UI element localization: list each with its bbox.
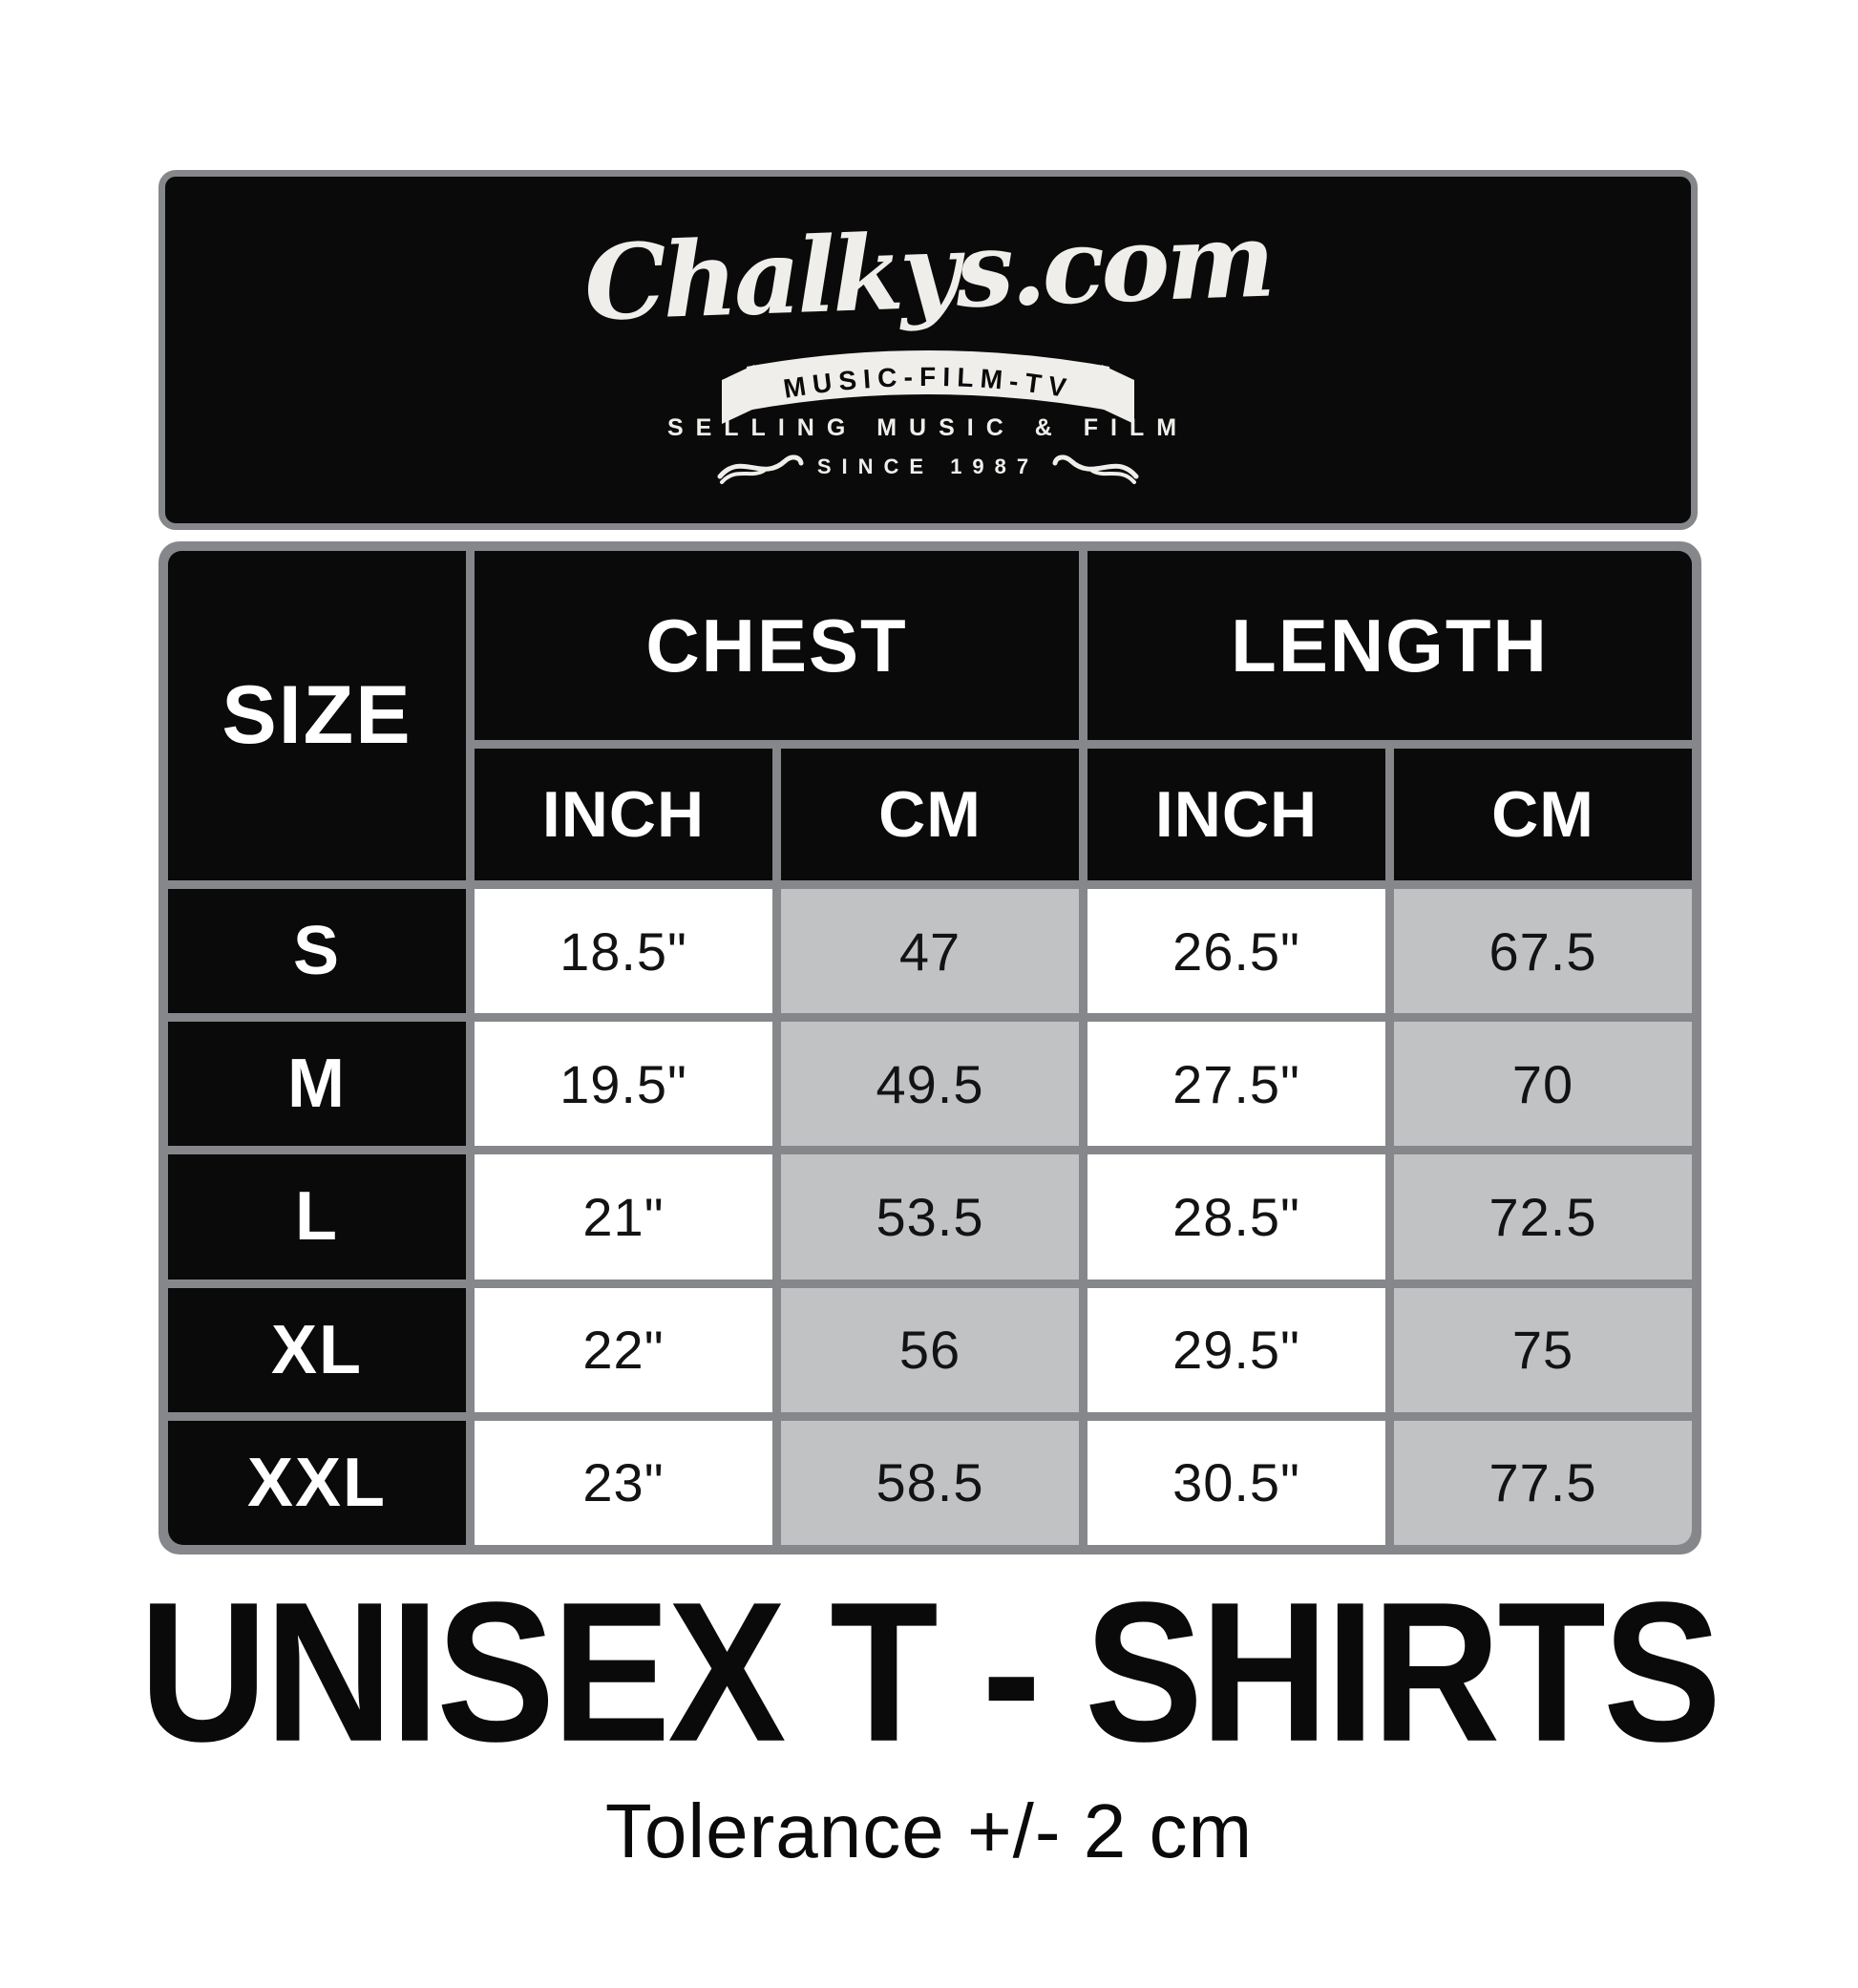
subheader-chest-inch: INCH: [475, 749, 772, 880]
product-title: UNISEX T - SHIRTS: [138, 1561, 1721, 1784]
ribbon-banner: MUSIC-FILM-TV: [718, 332, 1138, 437]
row-m-chest-inch: 19.5": [475, 1022, 772, 1147]
subheader-length-cm: CM: [1394, 749, 1692, 880]
row-xxl-size: XXL: [168, 1420, 466, 1545]
flourish-right-icon: [1052, 455, 1139, 485]
row-l-chest-cm: 53.5: [781, 1154, 1079, 1280]
row-xxl-length-cm: 77.5: [1394, 1420, 1692, 1545]
row-xl-length-inch: 29.5": [1087, 1287, 1385, 1412]
row-l-length-inch: 28.5": [1087, 1154, 1385, 1280]
col-header-length: LENGTH: [1087, 551, 1692, 740]
subheader-length-inch: INCH: [1087, 749, 1385, 880]
row-s-length-inch: 26.5": [1087, 889, 1385, 1014]
row-l-size: L: [168, 1154, 466, 1280]
row-m-size: M: [168, 1022, 466, 1147]
row-xl-length-cm: 75: [1394, 1287, 1692, 1412]
row-xl-chest-inch: 22": [475, 1287, 772, 1412]
brand-wordmark: Chalkys.com: [582, 200, 1274, 345]
flourish-left-icon: [717, 455, 804, 485]
row-xl-chest-cm: 56: [781, 1287, 1079, 1412]
col-header-size: SIZE: [168, 551, 466, 880]
tolerance-note: Tolerance +/- 2 cm: [604, 1788, 1254, 1873]
row-s-chest-cm: 47: [781, 889, 1079, 1014]
row-xxl-length-inch: 30.5": [1087, 1420, 1385, 1545]
ribbon-banner-icon: MUSIC-FILM-TV: [722, 350, 1134, 425]
banner-text: MUSIC-FILM-TV: [781, 362, 1074, 404]
row-s-size: S: [168, 889, 466, 1014]
since-row: SINCE 1987: [716, 450, 1140, 485]
tagline-text: SELLING MUSIC & FILM: [666, 414, 1190, 442]
logo-card: Chalkys.com MUSIC-FILM-TV SELLING MUSIC …: [158, 170, 1698, 530]
row-xxl-chest-cm: 58.5: [781, 1420, 1079, 1545]
row-l-length-cm: 72.5: [1394, 1154, 1692, 1280]
col-header-chest: CHEST: [475, 551, 1079, 740]
row-l-chest-inch: 21": [475, 1154, 772, 1280]
row-xl-size: XL: [168, 1287, 466, 1412]
row-xxl-chest-inch: 23": [475, 1420, 772, 1545]
row-m-length-inch: 27.5": [1087, 1022, 1385, 1147]
row-s-chest-inch: 18.5": [475, 889, 772, 1014]
size-table: SIZE CHEST LENGTH INCH CM INCH CM S 18.5…: [158, 541, 1701, 1554]
row-m-chest-cm: 49.5: [781, 1022, 1079, 1147]
row-m-length-cm: 70: [1394, 1022, 1692, 1147]
subheader-chest-cm: CM: [781, 749, 1079, 880]
row-s-length-cm: 67.5: [1394, 889, 1692, 1014]
since-text: SINCE 1987: [816, 455, 1040, 479]
